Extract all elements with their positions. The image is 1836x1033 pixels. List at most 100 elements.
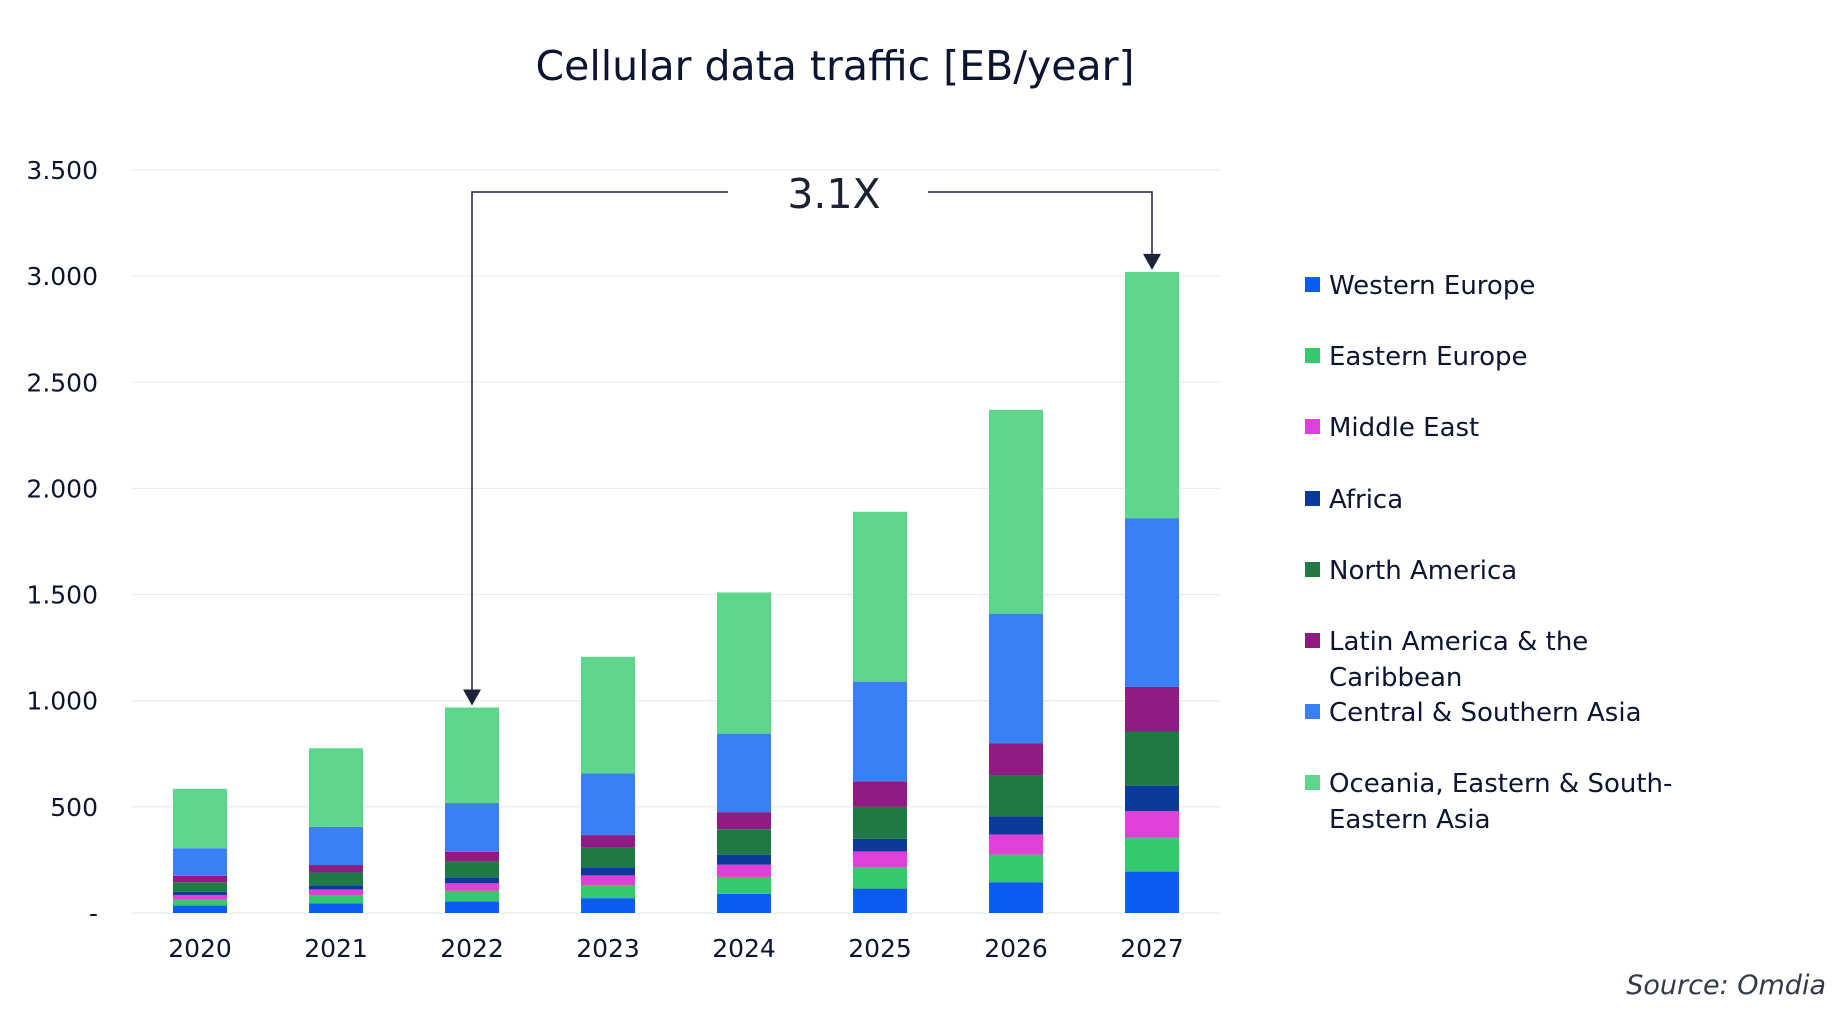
y-tick-label: 500 [50,793,98,822]
bar-segment [173,894,227,900]
legend-label: Eastern Europe [1329,342,1528,372]
bar-segment [309,895,363,904]
bar-segment [309,885,363,890]
bar-segment [445,851,499,862]
x-tick-label: 2026 [984,934,1048,963]
legend-item: North America [1305,553,1729,589]
legend-swatch [1305,348,1320,363]
bar-segment [989,613,1043,744]
bar-segment [581,898,635,913]
annotation-arrow-right [928,191,1153,254]
y-tick-label: 3.000 [26,262,98,291]
bar-segment [989,816,1043,835]
bar-segment [989,743,1043,776]
x-tick-label: 2021 [304,934,368,963]
bar-segment [445,890,499,902]
y-tick-label: 3.500 [26,156,98,185]
y-tick-label: 1.000 [26,687,98,716]
bar-segment [445,861,499,878]
legend-label: Latin America & the Caribbean [1329,627,1589,693]
bar-segment [989,775,1043,817]
bar-segment [1125,785,1179,812]
legend-label: Middle East [1329,413,1480,443]
bar-segment [581,773,635,836]
bar-segment [173,882,227,892]
legend-swatch [1305,277,1320,292]
legend-item: Western Europe [1305,268,1729,304]
bar-segment [581,884,635,899]
x-tick-label: 2022 [440,934,504,963]
bar-segment [581,875,635,885]
bar-segment [173,848,227,876]
bar-segment [445,707,499,804]
bar-segment [173,788,227,849]
bar-segment [309,826,363,866]
bar-segment [581,847,635,868]
bar-segment [309,903,363,913]
y-tick-label: 1.500 [26,581,98,610]
bar-segment [445,883,499,891]
legend-label: North America [1329,556,1518,586]
bar-segment [853,888,907,913]
y-axis-ticks: - 500 1.000 1.500 2.000 2.500 3.000 3.500 [26,156,98,928]
legend-item: Eastern Europe [1305,339,1729,375]
grid-lines [133,169,1220,914]
bar-segment [581,835,635,848]
bar-segment [989,854,1043,883]
bar-segment [173,899,227,906]
x-tick-label: 2020 [168,934,232,963]
bar-segment [989,834,1043,855]
y-tick-label: 2.000 [26,474,98,503]
bar-segment [173,905,227,913]
bar-segment [173,875,227,883]
legend-swatch [1305,419,1320,434]
bar-segment [309,748,363,827]
bar-segment [853,851,907,868]
bar-segment [853,781,907,807]
bar-segment [717,864,771,877]
legend-label: Central & Southern Asia [1329,698,1642,728]
bar-segment [717,733,771,813]
bar-segment [717,854,771,865]
y-tick-label: 2.500 [26,368,98,397]
x-tick-label: 2024 [712,934,776,963]
growth-annotation: 3.1X [463,170,1161,706]
bar-segment [1125,837,1179,872]
bar-segment [717,829,771,855]
bar-segment [853,838,907,852]
bar-segment [853,511,907,682]
bar-segment [1125,271,1179,519]
bar-segment [1125,811,1179,838]
bar-segment [1125,871,1179,913]
bar-segment [173,891,227,895]
bar-segment [853,806,907,839]
annotation-arrow-left [471,191,728,690]
bar-segment [445,877,499,884]
bar-segment [581,656,635,774]
bar-segment [853,681,907,782]
legend-item: Oceania, Eastern & South-Eastern Asia [1305,766,1729,838]
bar-segment [309,872,363,886]
legend-swatch [1305,633,1320,648]
legend-label: Oceania, Eastern & South-Eastern Asia [1329,769,1673,835]
source-note: Source: Omdia [1626,970,1826,1001]
legend-label: Western Europe [1329,271,1536,301]
legend-item: Central & Southern Asia [1305,695,1729,731]
bar-segment [989,882,1043,913]
legend-swatch [1305,775,1320,790]
bar-segment [853,867,907,889]
arrowhead-icon [463,689,481,706]
bar-segment [1125,518,1179,687]
legend-swatch [1305,704,1320,719]
bar-segment [1125,731,1179,786]
bar-segment [717,893,771,913]
bar-segment [309,889,363,896]
x-axis-ticks: 2020 2021 2022 2023 2024 2025 2026 2027 [168,934,1184,963]
legend-item: Middle East [1305,410,1729,446]
x-tick-label: 2027 [1120,934,1184,963]
bar-segment [717,876,771,894]
bars [173,271,1179,913]
bar-segment [309,865,363,873]
bar-segment [717,592,771,734]
